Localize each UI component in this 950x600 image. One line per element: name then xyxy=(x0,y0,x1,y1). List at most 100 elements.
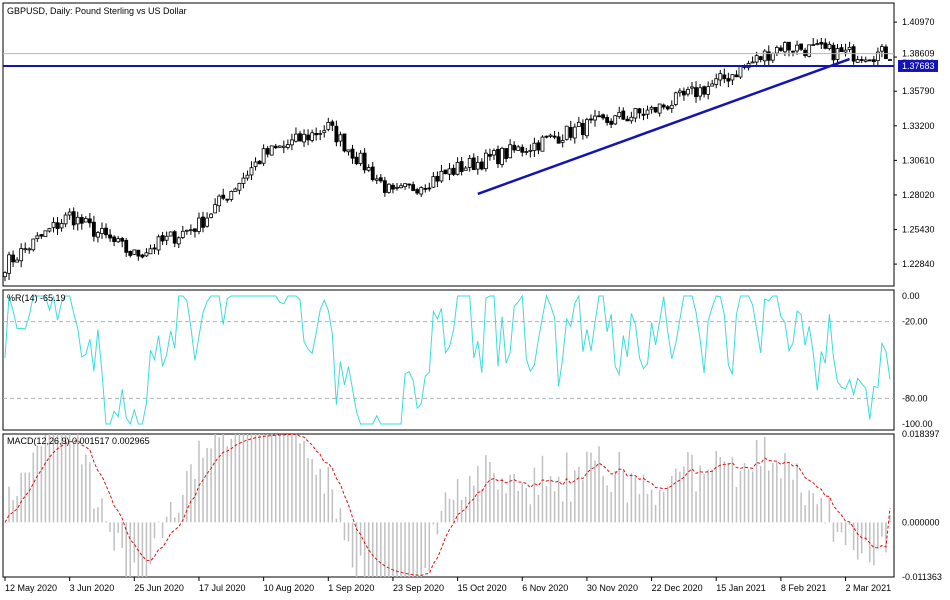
time-tick-label: 2 Mar 2021 xyxy=(846,583,892,593)
candle xyxy=(556,131,561,144)
candle xyxy=(100,222,104,239)
candle xyxy=(504,148,508,163)
candle xyxy=(734,70,739,78)
candle xyxy=(55,216,60,236)
candle xyxy=(564,125,569,141)
candle xyxy=(637,107,642,119)
candle xyxy=(180,225,185,240)
macd-histogram xyxy=(8,434,891,577)
current-price-label: 1.38609 xyxy=(898,47,938,60)
candle xyxy=(754,51,759,67)
candle xyxy=(540,135,545,152)
candle xyxy=(338,131,343,147)
candle xyxy=(544,135,549,139)
candle xyxy=(298,130,302,142)
candle xyxy=(811,38,816,46)
candle xyxy=(714,73,719,89)
candle xyxy=(888,58,892,61)
candle xyxy=(443,169,448,175)
candle xyxy=(415,187,420,196)
candle xyxy=(601,113,605,121)
candle xyxy=(613,115,618,126)
candle xyxy=(63,212,68,228)
candle xyxy=(483,149,488,172)
candle xyxy=(354,151,359,166)
price-panel[interactable]: GBPUSD, Daily: Pound Sterling vs US Doll… xyxy=(2,2,895,287)
candle xyxy=(629,111,634,124)
candle xyxy=(362,148,367,174)
candle xyxy=(233,187,238,192)
price-tick-label: 1.33200 xyxy=(902,121,935,131)
candle xyxy=(79,214,84,230)
macd-title: MACD(12,26,9) 0.001517 0.002965 xyxy=(7,436,150,446)
macd-panel[interactable]: MACD(12,26,9) 0.001517 0.002965 xyxy=(2,433,895,578)
candle xyxy=(59,219,64,232)
candle xyxy=(580,119,585,140)
candle xyxy=(516,144,521,151)
williams-r-tick-label: -20.00 xyxy=(902,317,928,327)
candle xyxy=(568,120,573,141)
time-tick-label: 30 Nov 2020 xyxy=(587,583,638,593)
candle xyxy=(455,157,460,176)
candle xyxy=(370,161,375,182)
candle xyxy=(488,148,492,161)
time-tick-label: 6 Nov 2020 xyxy=(522,583,568,593)
candle xyxy=(855,55,860,63)
candle xyxy=(104,223,108,239)
price-tick-label: 1.22840 xyxy=(902,259,935,269)
candle xyxy=(475,155,480,175)
candle xyxy=(419,186,424,197)
candle xyxy=(427,182,432,192)
candle xyxy=(148,244,153,255)
candle xyxy=(532,137,537,157)
candle xyxy=(633,108,638,123)
candle xyxy=(653,107,658,113)
candle xyxy=(863,56,868,63)
candle xyxy=(589,114,593,124)
candle xyxy=(750,56,755,64)
candle xyxy=(249,161,254,181)
candle xyxy=(839,43,844,53)
candle xyxy=(677,88,682,97)
candle xyxy=(391,183,395,194)
candle xyxy=(43,230,48,238)
candle xyxy=(686,86,690,97)
williams-r-panel[interactable]: %R(14) -65.19 xyxy=(2,289,895,431)
candle xyxy=(702,85,707,98)
time-tick-label: 17 Jul 2020 xyxy=(199,583,246,593)
candle xyxy=(698,83,702,101)
candle xyxy=(576,117,581,127)
candle xyxy=(609,118,614,129)
candle xyxy=(112,235,117,247)
candle xyxy=(447,163,452,181)
candle xyxy=(819,37,824,49)
candle xyxy=(51,217,56,233)
candle xyxy=(479,158,484,171)
candle xyxy=(617,106,622,119)
candle xyxy=(552,131,557,140)
candle xyxy=(851,44,856,65)
candle xyxy=(35,232,40,242)
trendline[interactable] xyxy=(477,57,851,196)
candle xyxy=(403,183,407,190)
time-tick-label: 8 Feb 2021 xyxy=(781,583,827,593)
candle xyxy=(621,107,626,121)
candle xyxy=(451,164,456,176)
candle xyxy=(459,157,464,176)
hline-price-label: 1.37683 xyxy=(898,59,938,72)
candle xyxy=(649,105,654,114)
candle xyxy=(229,190,234,202)
candle xyxy=(221,188,226,201)
price-panel-frame xyxy=(2,2,895,287)
candle xyxy=(7,251,11,280)
candle xyxy=(290,133,294,151)
candle xyxy=(281,140,286,154)
candle xyxy=(807,44,812,58)
candle xyxy=(382,176,387,197)
chart-title: GBPUSD, Daily: Pound Sterling vs US Doll… xyxy=(7,6,187,16)
williams-r-tick-label: 0.00 xyxy=(902,291,920,301)
candle xyxy=(694,81,698,103)
price-axis: 1.409701.383501.357901.332001.306101.280… xyxy=(894,17,938,269)
